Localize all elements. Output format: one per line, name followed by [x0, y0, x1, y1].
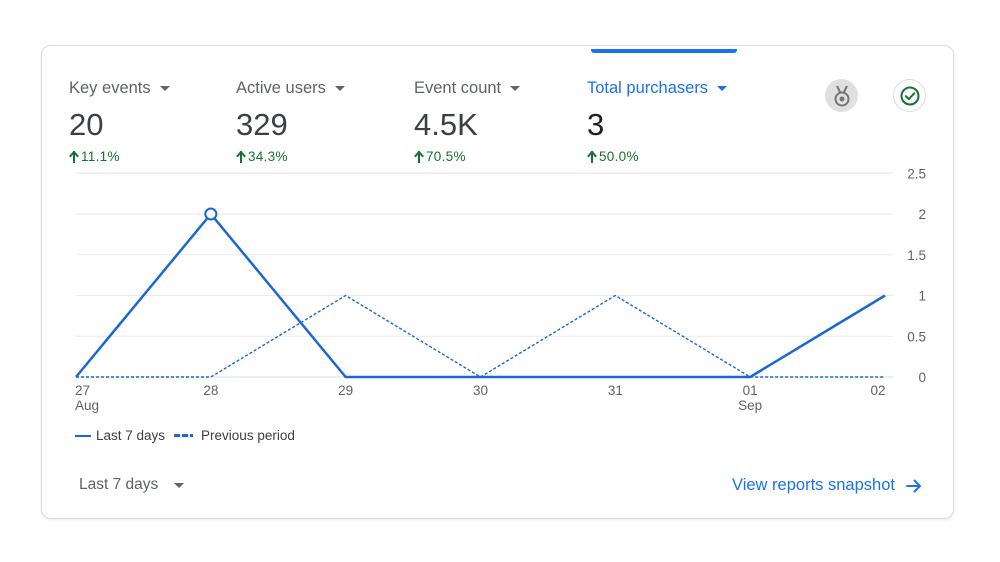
x-tick-label: 31 — [608, 383, 623, 398]
legend-label-previous: Previous period — [201, 428, 295, 443]
metric-change: 11.1% — [69, 149, 170, 164]
metric-tab-key-events[interactable]: Key events 20 11.1% — [69, 77, 170, 164]
status-check-button[interactable] — [893, 79, 926, 112]
metric-change: 70.5% — [414, 149, 520, 164]
y-tick-label: 0.5 — [907, 329, 926, 344]
x-tick-label: 01 — [743, 383, 758, 398]
metric-label: Active users — [236, 78, 326, 97]
legend-item-current: Last 7 days — [75, 428, 165, 443]
x-tick-sublabel: Sep — [738, 398, 762, 413]
arrow-right-icon — [905, 479, 922, 493]
legend-label-current: Last 7 days — [96, 428, 166, 443]
y-tick-label: 1.5 — [907, 248, 926, 263]
caret-down-icon — [717, 85, 728, 91]
metric-label: Total purchasers — [587, 78, 709, 97]
caret-down-icon — [174, 482, 185, 488]
caret-down-icon — [334, 85, 345, 91]
metric-tab-event-count[interactable]: Event count 4.5K 70.5% — [414, 77, 521, 164]
caret-down-icon — [510, 85, 521, 91]
metric-value: 4.5K — [414, 107, 478, 142]
y-tick-label: 2 — [918, 207, 926, 222]
arrow-up-icon — [69, 150, 79, 163]
y-tick-label: 1 — [918, 289, 926, 304]
insights-badge-button[interactable] — [825, 79, 858, 112]
x-tick-label: 02 — [870, 383, 885, 398]
metric-change-value: 50.0% — [599, 149, 639, 164]
metric-change-value: 11.1% — [81, 149, 120, 164]
series-line-previous-period — [76, 294, 885, 378]
caret-down-icon — [159, 85, 170, 91]
arrow-up-icon — [236, 150, 246, 163]
metric-value: 3 — [587, 107, 605, 142]
legend-item-previous: Previous period — [174, 428, 295, 443]
legend-swatch-solid — [75, 434, 91, 437]
metric-change: 34.3% — [236, 149, 345, 164]
link-label: View reports snapshot — [732, 476, 895, 494]
date-range-label: Last 7 days — [79, 476, 159, 493]
active-tab-indicator — [591, 49, 737, 53]
x-tick-label: 28 — [203, 383, 218, 398]
chart-legend: Last 7 days Previous period — [75, 428, 304, 443]
date-range-select[interactable]: Last 7 days — [79, 476, 185, 494]
highlighted-point-marker — [204, 207, 218, 221]
metric-label: Event count — [414, 78, 502, 97]
legend-swatch-dashed — [174, 434, 194, 437]
y-tick-label: 2.5 — [907, 166, 926, 181]
x-tick-sublabel: Aug — [75, 398, 99, 413]
metric-tab-total-purchasers[interactable]: Total purchasers 3 50.0% — [587, 77, 728, 164]
metric-value: 20 — [69, 107, 104, 142]
x-tick-label: 27 — [75, 383, 90, 398]
y-tick-label: 0 — [918, 370, 926, 385]
checkmark-circle-icon — [899, 85, 921, 107]
metric-change-value: 34.3% — [248, 149, 288, 164]
metric-tab-active-users[interactable]: Active users 329 34.3% — [236, 77, 345, 164]
x-tick-label: 30 — [473, 383, 488, 398]
view-reports-snapshot-link[interactable]: View reports snapshot — [732, 476, 922, 495]
arrow-up-icon — [414, 150, 424, 163]
summary-card — [41, 45, 954, 519]
achievement-badge-icon — [832, 85, 852, 107]
metric-value: 329 — [236, 107, 288, 142]
metric-label: Key events — [69, 78, 151, 97]
metric-change: 50.0% — [587, 149, 727, 164]
x-tick-label: 29 — [338, 383, 353, 398]
arrow-up-icon — [587, 150, 597, 163]
metric-change-value: 70.5% — [426, 149, 466, 164]
